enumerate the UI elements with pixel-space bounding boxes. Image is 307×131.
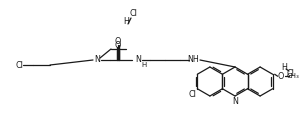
Text: Cl: Cl xyxy=(16,61,24,70)
Text: O: O xyxy=(115,40,121,50)
Text: Cl: Cl xyxy=(188,90,196,99)
Text: N: N xyxy=(135,56,141,64)
Text: N: N xyxy=(94,56,100,64)
Text: O: O xyxy=(115,37,121,45)
Text: N: N xyxy=(232,97,238,105)
Text: H: H xyxy=(142,62,147,68)
Text: Cl: Cl xyxy=(286,69,294,78)
Text: CH₃: CH₃ xyxy=(286,73,299,79)
Text: Cl: Cl xyxy=(129,9,137,18)
Text: NH: NH xyxy=(187,56,199,64)
Text: H: H xyxy=(123,17,129,26)
Text: H: H xyxy=(281,62,287,72)
Text: O: O xyxy=(278,72,284,81)
